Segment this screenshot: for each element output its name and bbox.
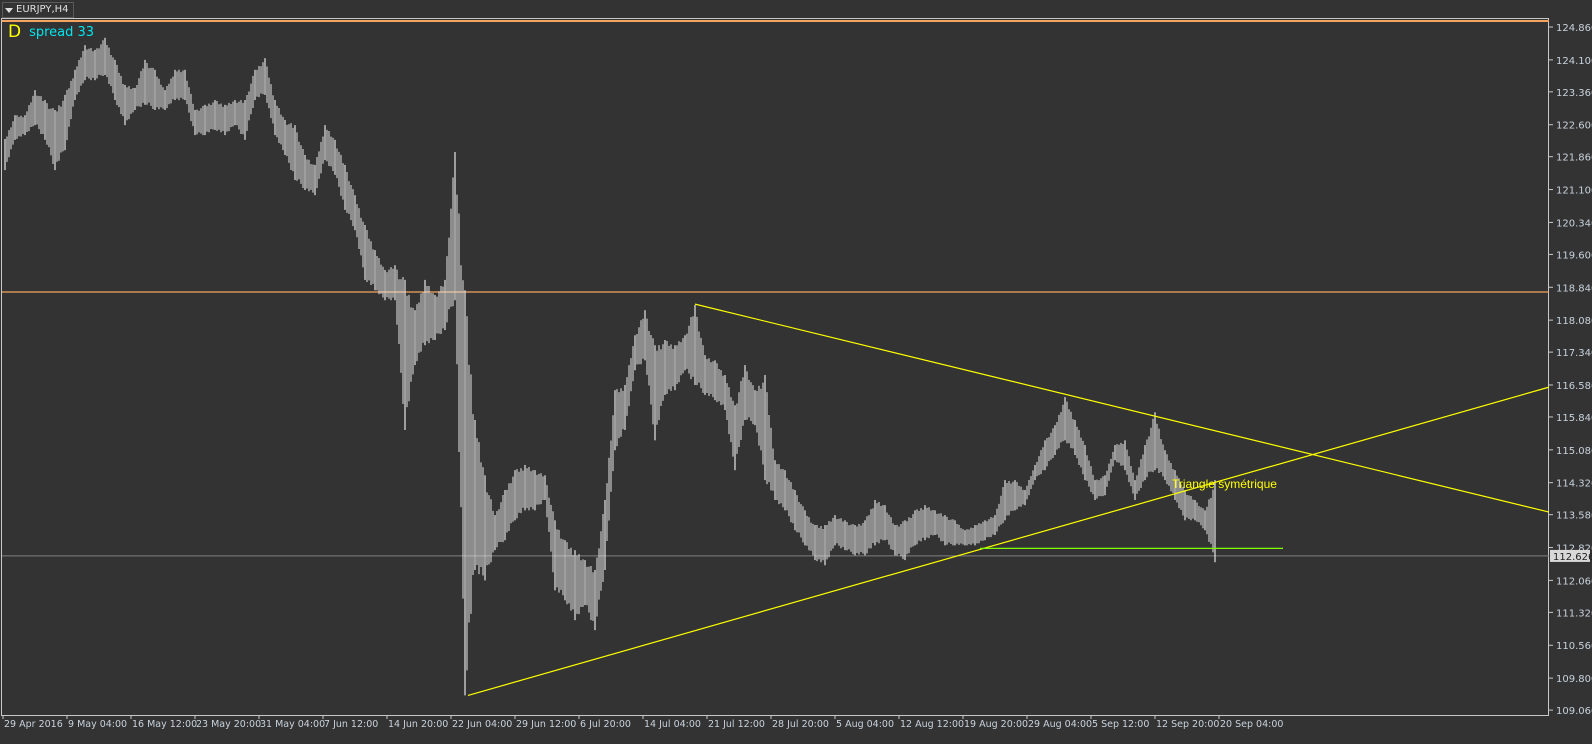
- x-tick-label: 28 Jul 20:00: [772, 719, 829, 730]
- spread-label: spread 33: [29, 24, 95, 40]
- y-tick-label: 122.600: [1556, 121, 1592, 132]
- x-tick-label: 19 Aug 20:00: [964, 719, 1028, 730]
- plot-frame: [1, 18, 1549, 716]
- chart-title[interactable]: EURJPY,H4: [2, 2, 74, 18]
- y-tick-label: 117.340: [1556, 348, 1592, 359]
- y-tick-label: 114.320: [1556, 479, 1592, 490]
- y-tick-label: 121.100: [1556, 186, 1592, 197]
- y-tick-label: 109.800: [1556, 674, 1592, 685]
- y-tick-label: 121.860: [1556, 153, 1592, 164]
- y-tick-label: 124.100: [1556, 56, 1592, 67]
- current-price-tag[interactable]: [1550, 549, 1590, 562]
- x-tick-label: 31 May 04:00: [260, 719, 325, 730]
- y-tick-label: 118.840: [1556, 283, 1592, 294]
- x-tick-label: 6 Jul 20:00: [580, 719, 631, 730]
- price-axis[interactable]: 124.860 124.100 123.360 122.600 121.860 121.1…: [1549, 23, 1592, 717]
- trendlines[interactable]: [467, 303, 1550, 696]
- y-tick-label: 118.080: [1556, 316, 1592, 327]
- y-tick-label: 123.360: [1556, 88, 1592, 99]
- symbol-title: EURJPY,H4: [16, 4, 69, 15]
- triangle-annotation[interactable]: Triangle symétrique: [1172, 477, 1277, 491]
- y-tick-label: 120.340: [1556, 218, 1592, 229]
- y-tick-label: 112.060: [1556, 576, 1592, 587]
- x-tick-label: 12 Aug 12:00: [900, 719, 964, 730]
- spread-indicator: D spread 33: [8, 22, 94, 42]
- y-tick-label: 112.820: [1556, 544, 1592, 555]
- x-tick-label: 16 May 12:00: [132, 719, 197, 730]
- y-tick-label: 111.320: [1556, 608, 1592, 619]
- x-tick-label: 29 Aug 04:00: [1028, 719, 1092, 730]
- upper-trendline[interactable]: [694, 303, 1550, 513]
- current-price-label: 112.626: [1553, 552, 1592, 563]
- x-tick-label: 22 Jun 04:00: [452, 719, 512, 730]
- x-tick-label: 7 Jun 12:00: [324, 719, 378, 730]
- y-tick-label: 119.600: [1556, 250, 1592, 261]
- x-tick-label: 14 Jun 20:00: [388, 719, 448, 730]
- x-tick-label: 5 Aug 04:00: [836, 719, 894, 730]
- x-tick-label: 29 Jun 12:00: [516, 719, 576, 730]
- y-tick-label: 115.080: [1556, 446, 1592, 457]
- indicator-d-icon: D: [8, 22, 22, 42]
- price-bars: [4, 37, 1216, 696]
- y-tick-label: 113.580: [1556, 511, 1592, 522]
- x-tick-label: 20 Sep 04:00: [1220, 719, 1283, 730]
- x-tick-label: 9 May 04:00: [68, 719, 127, 730]
- x-tick-label: 12 Sep 20:00: [1156, 719, 1219, 730]
- x-tick-label: 5 Sep 12:00: [1092, 719, 1149, 730]
- x-tick-label: 23 May 20:00: [196, 719, 261, 730]
- dropdown-triangle-icon[interactable]: [5, 7, 13, 13]
- y-tick-label: 110.560: [1556, 641, 1592, 652]
- x-tick-label: 14 Jul 04:00: [644, 719, 701, 730]
- y-tick-label: 124.860: [1556, 23, 1592, 34]
- y-tick-label: 115.840: [1556, 413, 1592, 424]
- x-tick-label: 29 Apr 2016: [4, 719, 63, 730]
- lower-trendline[interactable]: [467, 386, 1550, 696]
- y-tick-label: 109.060: [1556, 706, 1592, 717]
- x-tick-label: 21 Jul 12:00: [708, 719, 765, 730]
- y-tick-label: 116.580: [1556, 381, 1592, 392]
- drawing-objects: [2, 19, 1549, 557]
